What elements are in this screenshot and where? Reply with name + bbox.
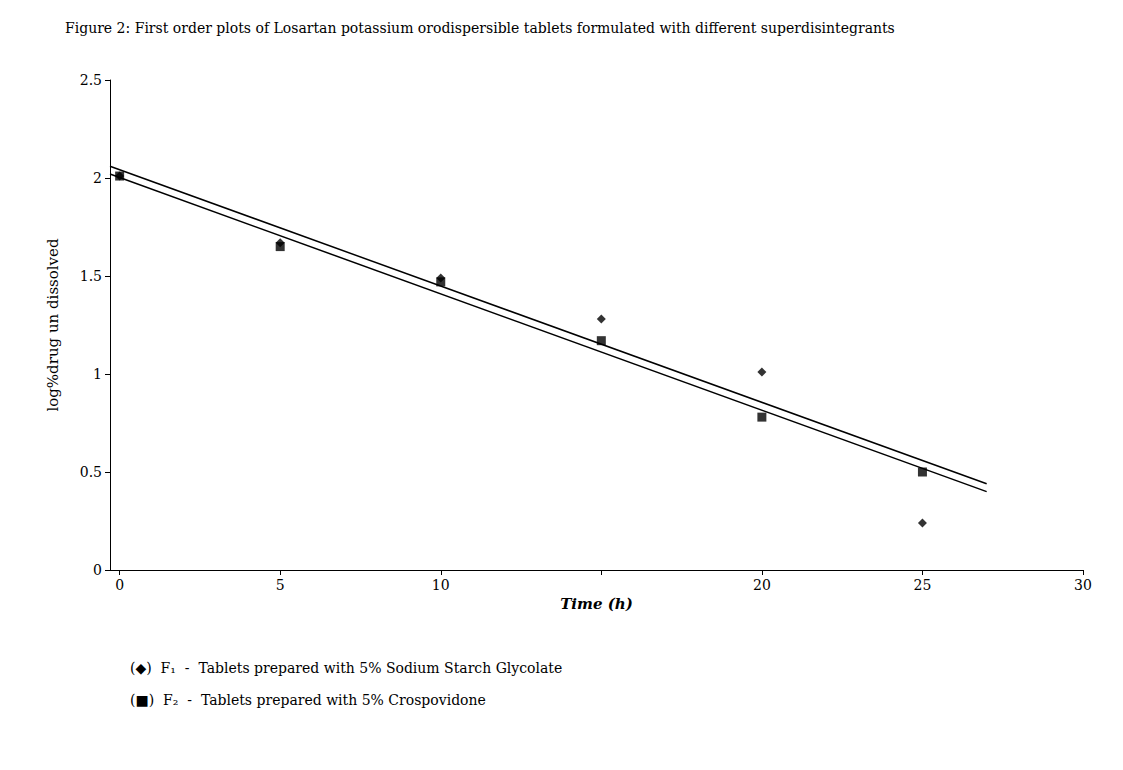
- svg-text:2.5: 2.5: [80, 72, 102, 88]
- svg-text:20: 20: [753, 577, 771, 593]
- svg-text:(■) F₂ - Tablets prepared w: (■) F₂ - Tablets prepared with 5% Crospo…: [130, 692, 486, 708]
- svg-text:25: 25: [914, 577, 932, 593]
- svg-text:5: 5: [276, 577, 285, 593]
- svg-text:(◆) F₁ - Tablets prepared w: (◆) F₁ - Tablets prepared with 5% Sodium…: [130, 660, 562, 676]
- svg-text:0.5: 0.5: [80, 464, 102, 480]
- svg-text:0: 0: [115, 577, 124, 593]
- svg-text:log%drug un dissolved: log%drug un dissolved: [44, 238, 62, 412]
- svg-text:2: 2: [93, 170, 102, 186]
- svg-text:10: 10: [432, 577, 450, 593]
- svg-text:Time (h): Time (h): [560, 595, 633, 613]
- svg-text:1: 1: [93, 366, 102, 382]
- svg-text:Figure 2: First order plots of: Figure 2: First order plots of Losartan …: [65, 20, 895, 36]
- svg-text:1.5: 1.5: [80, 268, 102, 284]
- svg-text:0: 0: [93, 562, 102, 578]
- svg-text:30: 30: [1074, 577, 1092, 593]
